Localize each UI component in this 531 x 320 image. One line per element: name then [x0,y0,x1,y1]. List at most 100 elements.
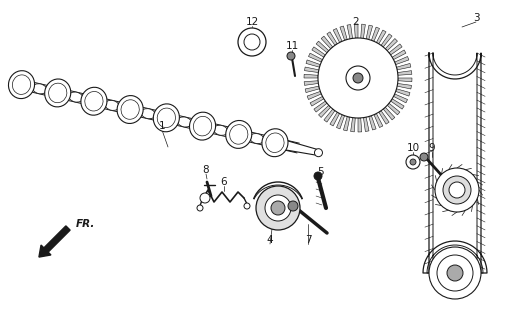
Text: 1: 1 [159,121,165,131]
Polygon shape [354,24,358,38]
Circle shape [435,168,479,212]
Circle shape [353,73,363,83]
Ellipse shape [190,112,216,140]
Ellipse shape [250,133,264,144]
Polygon shape [381,34,392,47]
Circle shape [288,201,298,211]
Polygon shape [312,47,326,57]
Ellipse shape [105,100,119,110]
Circle shape [318,38,398,118]
Polygon shape [307,92,321,100]
Polygon shape [386,38,398,51]
Circle shape [287,52,295,60]
Ellipse shape [12,75,31,94]
Circle shape [271,201,285,215]
Circle shape [443,176,471,204]
Polygon shape [398,71,412,75]
Text: 7: 7 [305,235,311,245]
Polygon shape [306,60,320,67]
Polygon shape [316,41,329,53]
Text: 3: 3 [473,13,479,23]
Text: 11: 11 [285,41,298,51]
Polygon shape [358,118,362,132]
Ellipse shape [229,125,248,144]
Polygon shape [423,53,487,273]
Text: 4: 4 [267,235,273,245]
Polygon shape [330,112,340,126]
Polygon shape [379,111,389,124]
Polygon shape [327,32,337,45]
Ellipse shape [193,116,212,136]
Circle shape [420,153,428,161]
Ellipse shape [117,96,143,124]
Circle shape [256,186,300,230]
Polygon shape [369,116,376,130]
Polygon shape [333,28,342,43]
Text: 12: 12 [245,17,259,27]
Ellipse shape [32,84,47,94]
Polygon shape [304,67,319,73]
Circle shape [429,247,481,299]
Circle shape [346,66,370,90]
Text: FR.: FR. [76,219,96,229]
Polygon shape [374,114,383,128]
Polygon shape [391,99,404,109]
Circle shape [244,203,250,209]
Ellipse shape [213,125,228,135]
Polygon shape [392,50,406,60]
Polygon shape [396,89,410,96]
Polygon shape [371,27,380,41]
Circle shape [244,34,260,50]
Polygon shape [383,107,395,120]
Polygon shape [350,118,355,132]
Circle shape [265,195,291,221]
Ellipse shape [121,100,139,119]
Ellipse shape [177,117,192,127]
Polygon shape [395,57,409,65]
Circle shape [449,182,465,198]
Polygon shape [397,84,412,89]
Polygon shape [361,24,365,38]
Polygon shape [304,81,319,85]
Ellipse shape [81,87,107,115]
Ellipse shape [49,83,67,103]
Circle shape [447,265,463,281]
Polygon shape [363,117,369,132]
Circle shape [200,193,210,203]
Circle shape [406,155,420,169]
Polygon shape [314,101,327,112]
Ellipse shape [266,133,284,153]
Text: 2: 2 [353,17,359,27]
Polygon shape [347,25,353,39]
Circle shape [238,28,266,56]
Ellipse shape [153,104,179,132]
Circle shape [410,159,416,165]
Ellipse shape [85,92,103,111]
Text: 8: 8 [203,165,209,175]
Polygon shape [310,96,324,106]
Polygon shape [344,116,350,131]
Circle shape [314,172,322,180]
Ellipse shape [69,92,83,102]
Circle shape [197,205,203,211]
Polygon shape [309,53,322,62]
Polygon shape [337,115,345,129]
Text: 9: 9 [429,143,435,153]
Polygon shape [304,74,318,78]
FancyArrow shape [39,226,70,257]
Polygon shape [376,30,386,44]
Ellipse shape [226,120,252,148]
Circle shape [314,149,322,157]
Text: 6: 6 [221,177,227,187]
Ellipse shape [157,108,175,128]
Ellipse shape [8,71,35,99]
Polygon shape [389,44,402,55]
Ellipse shape [262,129,288,157]
Polygon shape [321,36,333,49]
Polygon shape [366,25,373,39]
Polygon shape [393,94,407,103]
Text: 5: 5 [316,167,323,177]
Polygon shape [340,26,347,40]
Circle shape [437,255,473,291]
Ellipse shape [45,79,71,107]
